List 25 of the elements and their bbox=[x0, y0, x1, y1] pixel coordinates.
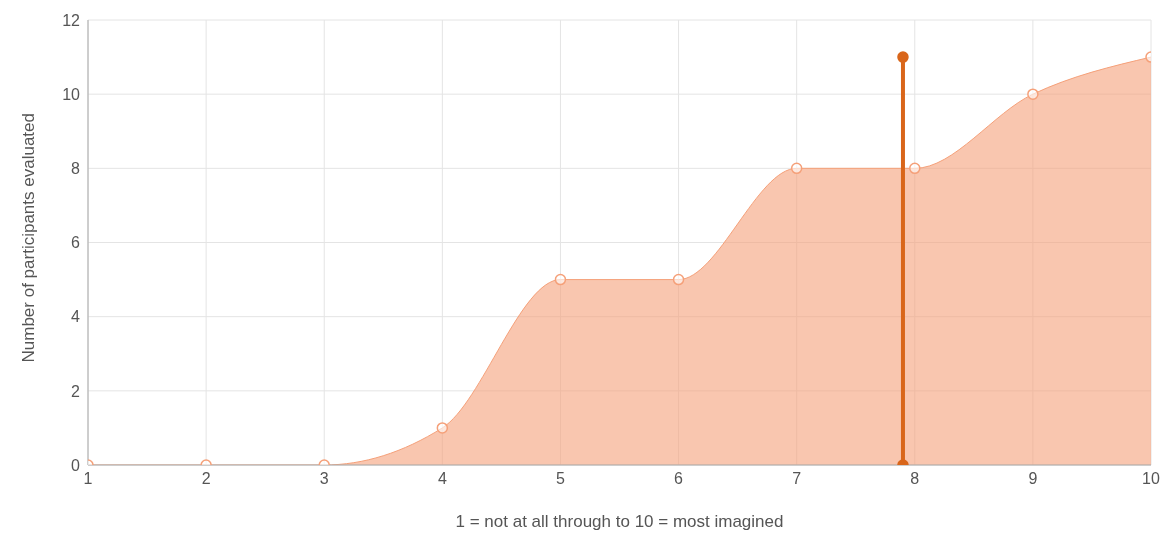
y-tick-label: 4 bbox=[71, 308, 81, 326]
point bbox=[672, 273, 685, 286]
x-tick-label: 10 bbox=[1142, 470, 1160, 488]
x-tick-label: 4 bbox=[437, 470, 447, 488]
point bbox=[897, 51, 909, 63]
y-tick-label: 10 bbox=[62, 85, 81, 103]
y-tick-label: 0 bbox=[71, 456, 81, 474]
y-tick-label: 8 bbox=[71, 160, 81, 178]
point bbox=[909, 162, 921, 175]
x-tick-label: 6 bbox=[674, 470, 684, 488]
x-axis-title: 1 = not at all through to 10 = most imagined bbox=[455, 512, 784, 531]
x-tick-label: 3 bbox=[319, 470, 329, 488]
x-tick-label: 1 bbox=[83, 470, 93, 488]
x-tick-label: 9 bbox=[1028, 470, 1038, 488]
y-axis-title: Number of participants evaluated bbox=[19, 113, 39, 363]
point bbox=[554, 273, 567, 286]
x-tick-label: 5 bbox=[555, 470, 565, 488]
y-tick-label: 2 bbox=[71, 382, 81, 400]
x-tick-label: 2 bbox=[201, 470, 211, 488]
point bbox=[790, 162, 803, 175]
point bbox=[1027, 88, 1039, 100]
y-tick-label: 6 bbox=[71, 234, 81, 252]
x-tick-label: 8 bbox=[910, 470, 920, 488]
y-tick-label: 12 bbox=[62, 11, 81, 29]
x-tick-label: 7 bbox=[792, 470, 802, 488]
